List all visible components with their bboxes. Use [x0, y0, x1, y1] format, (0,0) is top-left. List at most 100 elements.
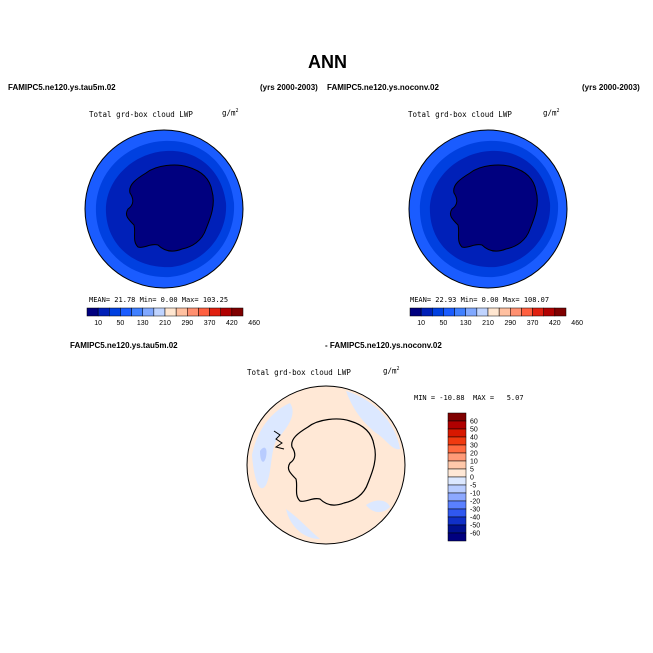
panel1-polar-map: [84, 129, 244, 289]
colorbar-tick-label: 10: [94, 320, 102, 327]
colorbar-swatch: [231, 307, 244, 317]
panel1-years: (yrs 2000-2003): [260, 83, 318, 92]
panel1-plot-title: Total grd-box cloud LWP: [89, 110, 193, 119]
panel1-case-name: FAMIPC5.ne120.ys.tau5m.02: [8, 83, 116, 92]
colorbar-swatch: [164, 307, 177, 317]
colorbar-swatch: [175, 307, 188, 317]
colorbar-tick-label: 460: [248, 320, 260, 327]
colorbar-swatch: [447, 436, 467, 446]
colorbar-swatch: [487, 307, 500, 317]
panel2-polar-map: [408, 129, 568, 289]
colorbar-tick-label: 20: [470, 451, 478, 458]
colorbar-tick-label: 40: [470, 435, 478, 442]
diff-case-subtracted: - FAMIPC5.ne120.ys.noconv.02: [325, 341, 442, 350]
colorbar-swatch: [187, 307, 199, 317]
panel1-units: g/m2: [222, 108, 239, 118]
colorbar-swatch: [447, 476, 467, 486]
diff-plot-title: Total grd-box cloud LWP: [247, 368, 351, 377]
antarctica-outline: [287, 418, 376, 506]
colorbar-tick-label: -60: [470, 531, 480, 538]
panel1-stats: MEAN= 21.78 Min= 0.00 Max= 103.25: [89, 296, 229, 304]
colorbar-swatch: [447, 452, 467, 462]
colorbar-swatch: [447, 508, 467, 518]
colorbar-swatch: [198, 307, 210, 317]
colorbar-swatch: [153, 307, 166, 317]
colorbar-swatch: [220, 307, 233, 317]
colorbar-tick-label: 420: [226, 320, 238, 327]
colorbar-tick-label: -5: [470, 483, 476, 490]
colorbar-tick-label: 290: [181, 320, 193, 327]
colorbar-tick-label: 50: [470, 427, 478, 434]
colorbar-swatch: [97, 307, 110, 317]
panel2-plot-title: Total grd-box cloud LWP: [408, 110, 512, 119]
colorbar-tick-label: 0: [470, 475, 474, 482]
colorbar-swatch: [447, 524, 467, 534]
colorbar-swatch: [109, 307, 121, 317]
antarctica-shape: [449, 164, 538, 252]
colorbar-swatch: [447, 428, 467, 438]
colorbar-swatch: [420, 307, 433, 317]
colorbar-swatch: [447, 484, 467, 494]
colorbar-swatch: [142, 307, 155, 317]
colorbar-tick-label: -10: [470, 491, 480, 498]
colorbar-tick-label: 5: [470, 467, 474, 474]
colorbar-swatch: [443, 307, 455, 317]
colorbar-swatch: [447, 460, 467, 470]
colorbar-tick-label: 30: [470, 443, 478, 450]
colorbar-swatch: [498, 307, 511, 317]
colorbar-tick-label: -30: [470, 507, 480, 514]
colorbar-swatch: [447, 444, 467, 454]
colorbar-tick-label: 10: [470, 459, 478, 466]
colorbar-swatch: [447, 500, 467, 510]
colorbar-swatch: [465, 307, 478, 317]
panel2-colorbar: 10 50 130 210 290 370 420 460: [409, 307, 583, 327]
colorbar-swatch: [131, 307, 143, 317]
colorbar-tick-label: 460: [571, 320, 583, 327]
colorbar-swatch: [532, 307, 544, 317]
colorbar-swatch: [120, 307, 132, 317]
diff-polar-map: [246, 385, 406, 545]
colorbar-tick-label: 60: [470, 419, 478, 426]
diff-case-name: FAMIPC5.ne120.ys.tau5m.02: [70, 341, 178, 350]
colorbar-swatch: [554, 307, 567, 317]
colorbar-swatch: [432, 307, 444, 317]
colorbar-tick-label: 130: [460, 320, 472, 327]
colorbar-swatch: [447, 420, 467, 430]
colorbar-tick-label: 50: [440, 320, 448, 327]
colorbar-tick-label: 130: [137, 320, 149, 327]
colorbar-swatch: [409, 307, 422, 317]
colorbar-tick-label: 210: [482, 320, 494, 327]
panel2-units: g/m2: [543, 108, 560, 118]
colorbar-swatch: [209, 307, 221, 317]
colorbar-swatch: [86, 307, 99, 317]
panel2-stats: MEAN= 22.93 Min= 0.00 Max= 108.07: [410, 296, 550, 304]
colorbar-tick-label: 370: [204, 320, 216, 327]
colorbar-swatch: [521, 307, 533, 317]
diff-min-max: MIN = -10.88 MAX = 5.07: [414, 394, 524, 402]
panel2-case-name: FAMIPC5.ne120.ys.noconv.02: [327, 83, 439, 92]
colorbar-swatch: [454, 307, 466, 317]
diff-units: g/m2: [383, 366, 400, 376]
colorbar-swatch: [510, 307, 522, 317]
colorbar-swatch: [447, 492, 467, 502]
colorbar-swatch: [476, 307, 489, 317]
colorbar-tick-label: 10: [417, 320, 425, 327]
colorbar-swatch: [543, 307, 556, 317]
colorbar-tick-label: -50: [470, 523, 480, 530]
colorbar-tick-label: 50: [117, 320, 125, 327]
colorbar-swatch: [447, 516, 467, 526]
colorbar-swatch: [447, 412, 467, 422]
colorbar-tick-label: -40: [470, 515, 480, 522]
colorbar-tick-label: 420: [549, 320, 561, 327]
colorbar-tick-label: -20: [470, 499, 480, 506]
panel1-colorbar: 10 50 130 210 290 370 420 460: [86, 307, 260, 327]
antarctica-shape: [125, 164, 214, 252]
panel2-years: (yrs 2000-2003): [582, 83, 640, 92]
colorbar-tick-label: 370: [527, 320, 539, 327]
colorbar-swatch: [447, 532, 467, 542]
colorbar-tick-label: 290: [504, 320, 516, 327]
page-title: ANN: [308, 52, 347, 72]
colorbar-swatch: [447, 468, 467, 478]
colorbar-tick-label: 210: [159, 320, 171, 327]
